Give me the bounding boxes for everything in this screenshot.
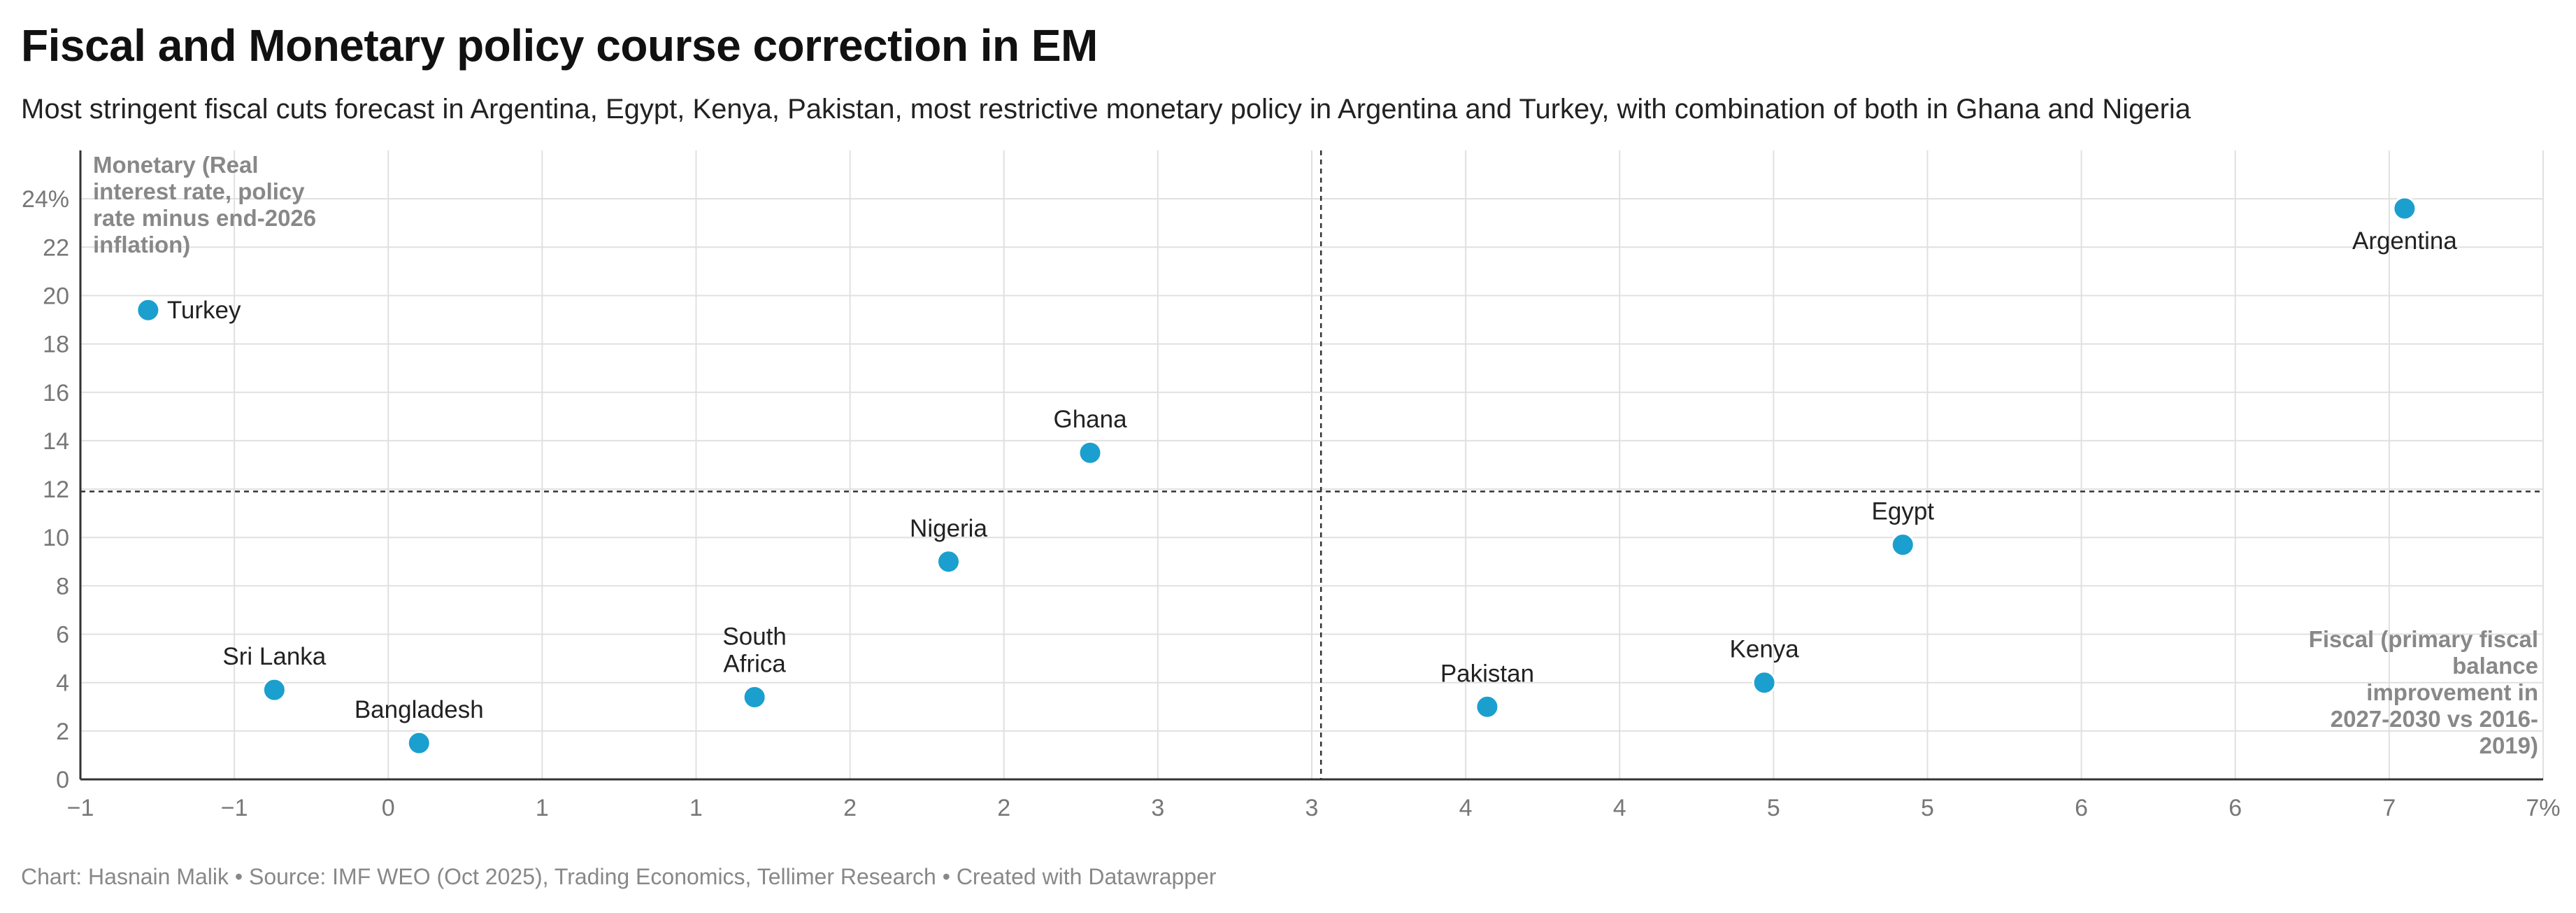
y-axis-title: Monetary (Real interest rate, policy rate … <box>93 152 316 257</box>
label-turkey: Turkey <box>167 297 241 324</box>
point-egypt <box>1890 532 1915 558</box>
x-axis-title-line: balance <box>2452 653 2538 679</box>
y-tick-label: 16 <box>43 380 69 406</box>
label-pakistan: Pakistan <box>1440 660 1534 687</box>
point-south-africa <box>742 684 767 709</box>
label-nigeria: Nigeria <box>910 515 987 542</box>
x-axis-title: Fiscal (primary fiscal balance improvement… <box>2309 626 2538 758</box>
label-line: South <box>722 623 786 650</box>
y-tick-label: 20 <box>43 283 69 309</box>
x-tick-label: −1 <box>221 795 248 821</box>
label-line: Nigeria <box>910 515 987 542</box>
x-axis-title-line: Fiscal (primary fiscal <box>2309 626 2538 652</box>
point-turkey <box>136 297 161 323</box>
x-tick-label: 5 <box>1921 795 1934 821</box>
chart-subtitle: Most stringent fiscal cuts forecast in A… <box>21 94 2191 125</box>
x-tick-label: 2 <box>997 795 1010 821</box>
label-line: Africa <box>723 650 786 677</box>
x-tick-label: 1 <box>536 795 549 821</box>
x-tick-label: 6 <box>2228 795 2242 821</box>
x-tick-label: 2 <box>843 795 857 821</box>
point-kenya <box>1752 670 1777 695</box>
x-tick-label: 3 <box>1151 795 1164 821</box>
label-ghana: Ghana <box>1053 406 1127 433</box>
x-tick-label: 7 <box>2382 795 2396 821</box>
reference-lines <box>80 150 2543 779</box>
x-tick-label: 7% <box>2526 795 2560 821</box>
point-sri-lanka <box>262 677 287 702</box>
label-line: Kenya <box>1730 636 1800 663</box>
x-tick-label: 4 <box>1613 795 1626 821</box>
label-line: Pakistan <box>1440 660 1534 687</box>
axis-notes: Monetary (Real interest rate, policy rate … <box>93 152 2538 758</box>
point-bangladesh <box>406 730 431 756</box>
grid-layer <box>80 150 2544 779</box>
x-axis-title-line: 2027-2030 vs 2016- <box>2331 706 2538 732</box>
label-line: Ghana <box>1053 406 1127 433</box>
x-tick-label: 4 <box>1459 795 1473 821</box>
y-axis-title-line: rate minus end-2026 <box>93 205 316 231</box>
x-axis-title-line: improvement in <box>2366 679 2538 705</box>
x-tick-label: −1 <box>67 795 94 821</box>
axes <box>79 150 2543 781</box>
chart-footer: Chart: Hasnain Malik • Source: IMF WEO (… <box>21 864 1217 889</box>
y-tick-label: 0 <box>56 767 69 793</box>
y-tick-label: 22 <box>43 234 69 261</box>
label-egypt: Egypt <box>1872 498 1935 525</box>
y-axis-title-line: Monetary (Real <box>93 152 259 178</box>
y-axis-title-line: interest rate, policy <box>93 178 305 204</box>
y-axis-title-line: inflation) <box>93 232 190 257</box>
y-tick-label: 14 <box>43 428 69 455</box>
x-axis-title-line: 2019) <box>2480 732 2538 758</box>
x-tick-label: 3 <box>1305 795 1319 821</box>
y-tick-label: 12 <box>43 476 69 503</box>
y-tick-label: 18 <box>43 332 69 358</box>
label-bangladesh: Bangladesh <box>355 696 484 723</box>
label-line: Egypt <box>1872 498 1935 525</box>
y-tick-label: 24% <box>22 186 69 213</box>
y-tick-label: 8 <box>56 573 69 600</box>
label-line: Bangladesh <box>355 696 484 723</box>
x-tick-label: 6 <box>2075 795 2088 821</box>
y-tick-label: 6 <box>56 622 69 649</box>
y-tick-label: 4 <box>56 670 69 697</box>
x-tick-label: 0 <box>382 795 395 821</box>
y-tick-label: 2 <box>56 719 69 745</box>
point-nigeria <box>936 549 961 574</box>
y-tick-label: 10 <box>43 525 69 551</box>
label-kenya: Kenya <box>1730 636 1800 663</box>
label-argentina: Argentina <box>2352 227 2457 255</box>
label-line: Sri Lanka <box>222 643 326 670</box>
chart-title: Fiscal and Monetary policy course correc… <box>21 20 1098 71</box>
label-sri-lanka: Sri Lanka <box>222 643 326 670</box>
point-argentina <box>2392 196 2417 221</box>
point-pakistan <box>1475 694 1500 719</box>
data-points: Argentina Turkey Ghana Nigeria Egypt Kenya Pak… <box>136 196 2457 756</box>
point-ghana <box>1078 440 1103 465</box>
x-tick-label: 1 <box>689 795 703 821</box>
x-tick-label: 5 <box>1767 795 1780 821</box>
label-south-africa: South Africa <box>722 623 786 677</box>
